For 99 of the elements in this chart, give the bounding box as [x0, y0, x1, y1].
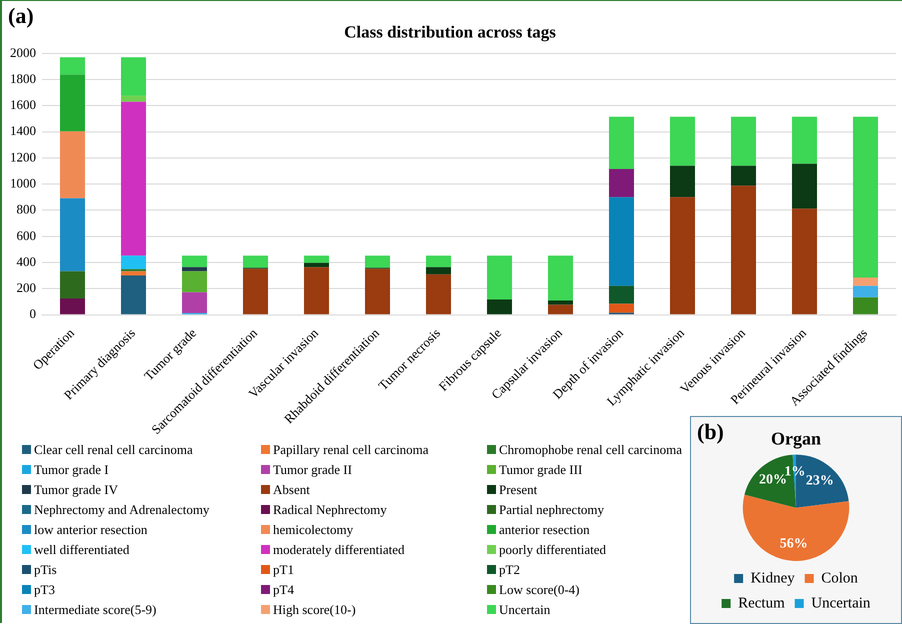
y-tick-label: 2000	[10, 44, 36, 60]
legend-label: Absent	[273, 482, 310, 498]
bar	[852, 297, 878, 314]
bar	[182, 267, 208, 272]
bar	[60, 198, 86, 272]
bar	[792, 164, 818, 209]
bar	[364, 268, 390, 314]
bar	[548, 304, 574, 314]
legend-label: Partial nephrectomy	[499, 502, 604, 518]
bar	[120, 271, 146, 276]
bar	[426, 256, 452, 268]
bar	[120, 57, 146, 96]
y-tick-label: 1600	[10, 97, 36, 112]
bar	[730, 116, 756, 166]
legend-label: moderately differentiated	[273, 542, 405, 558]
data-label: 1%	[784, 464, 806, 480]
legend-label: Clear cell renal cell carcinoma	[34, 442, 193, 458]
bar	[60, 298, 86, 314]
bar	[486, 300, 512, 314]
legend-label: Uncertain	[811, 595, 871, 612]
legend-label: well differentiated	[34, 542, 130, 558]
bar	[120, 256, 146, 270]
bar	[792, 208, 818, 314]
text: (a)	[8, 3, 34, 29]
data-label: 56%	[780, 536, 808, 552]
bar	[852, 286, 878, 298]
legend-label: Kidney	[750, 570, 796, 586]
bar	[608, 197, 634, 286]
bar	[608, 286, 634, 304]
bar	[120, 102, 146, 256]
bar	[304, 256, 330, 263]
legend-label: pT1	[273, 562, 294, 578]
legend-label: Low score(0-4)	[499, 582, 580, 598]
legend-label: Chromophobe renal cell carcinoma	[499, 442, 682, 458]
bar	[120, 96, 146, 102]
legend-label: Intermediate score(5-9)	[34, 602, 156, 618]
legend-label: pT3	[34, 582, 55, 598]
data-label: 20%	[758, 472, 787, 488]
bar	[304, 267, 330, 314]
text: (b)	[697, 419, 724, 445]
legend-label: low anterior resection	[34, 522, 148, 538]
y-tick-label: 0	[30, 306, 36, 322]
legend-label: pT2	[499, 562, 520, 578]
legend-label: Tumor grade II	[273, 462, 352, 478]
y-tick-label: 200	[16, 280, 36, 296]
bar	[608, 116, 634, 169]
bar	[548, 300, 574, 305]
bar	[670, 166, 696, 198]
y-tick-label: 800	[16, 202, 36, 217]
y-tick-label: 1000	[10, 176, 36, 191]
chart-title: Class distribution across tags	[344, 22, 556, 42]
bar	[608, 168, 634, 198]
bar	[182, 256, 208, 268]
bar	[60, 131, 86, 198]
legend-label: Papillary renal cell carcinoma	[273, 442, 429, 458]
legend-label: pT4	[273, 582, 294, 598]
legend-label: Tumor grade IV	[34, 482, 118, 498]
legend-label: Tumor grade III	[499, 462, 582, 478]
legend-label: pTis	[34, 562, 57, 578]
bar	[60, 271, 86, 298]
bar	[182, 292, 208, 314]
y-tick-label: 400	[16, 254, 36, 269]
y-tick-label: 1400	[10, 123, 36, 138]
bar	[730, 166, 756, 186]
legend-label: Uncertain	[499, 602, 550, 618]
legend-label: hemicolectomy	[273, 522, 354, 538]
bar	[670, 116, 696, 166]
bar	[120, 275, 146, 314]
bar	[60, 57, 86, 75]
legend-label: Nephrectomy and Adrenalectomy	[34, 502, 210, 518]
bar	[60, 74, 86, 132]
legend-label: High score(10-)	[273, 602, 356, 618]
bar	[242, 268, 268, 314]
legend-label: anterior resection	[499, 522, 590, 538]
bar	[548, 256, 574, 301]
bar	[426, 267, 452, 274]
bar	[608, 304, 634, 313]
legend-label: poorly differentiated	[499, 542, 606, 558]
y-tick-label: 1800	[10, 70, 36, 86]
bar	[364, 256, 390, 268]
bar	[486, 256, 512, 300]
bar	[426, 274, 452, 314]
chart-title: Organ	[770, 428, 822, 448]
bar	[670, 197, 696, 314]
y-tick-label: 600	[16, 228, 36, 243]
bar	[730, 186, 756, 314]
bar	[792, 116, 818, 164]
legend-label: Present	[499, 482, 538, 498]
bar	[304, 262, 330, 268]
bar	[182, 271, 208, 292]
legend-label: Rectum	[738, 595, 786, 612]
data-label: 23%	[806, 473, 834, 488]
bar	[852, 278, 878, 286]
bar	[852, 116, 878, 278]
legend-label: Tumor grade I	[34, 462, 109, 478]
legend-label: Radical Nephrectomy	[273, 502, 387, 518]
y-tick-label: 1200	[10, 149, 36, 164]
bar	[242, 256, 268, 268]
legend-label: Colon	[821, 570, 858, 586]
